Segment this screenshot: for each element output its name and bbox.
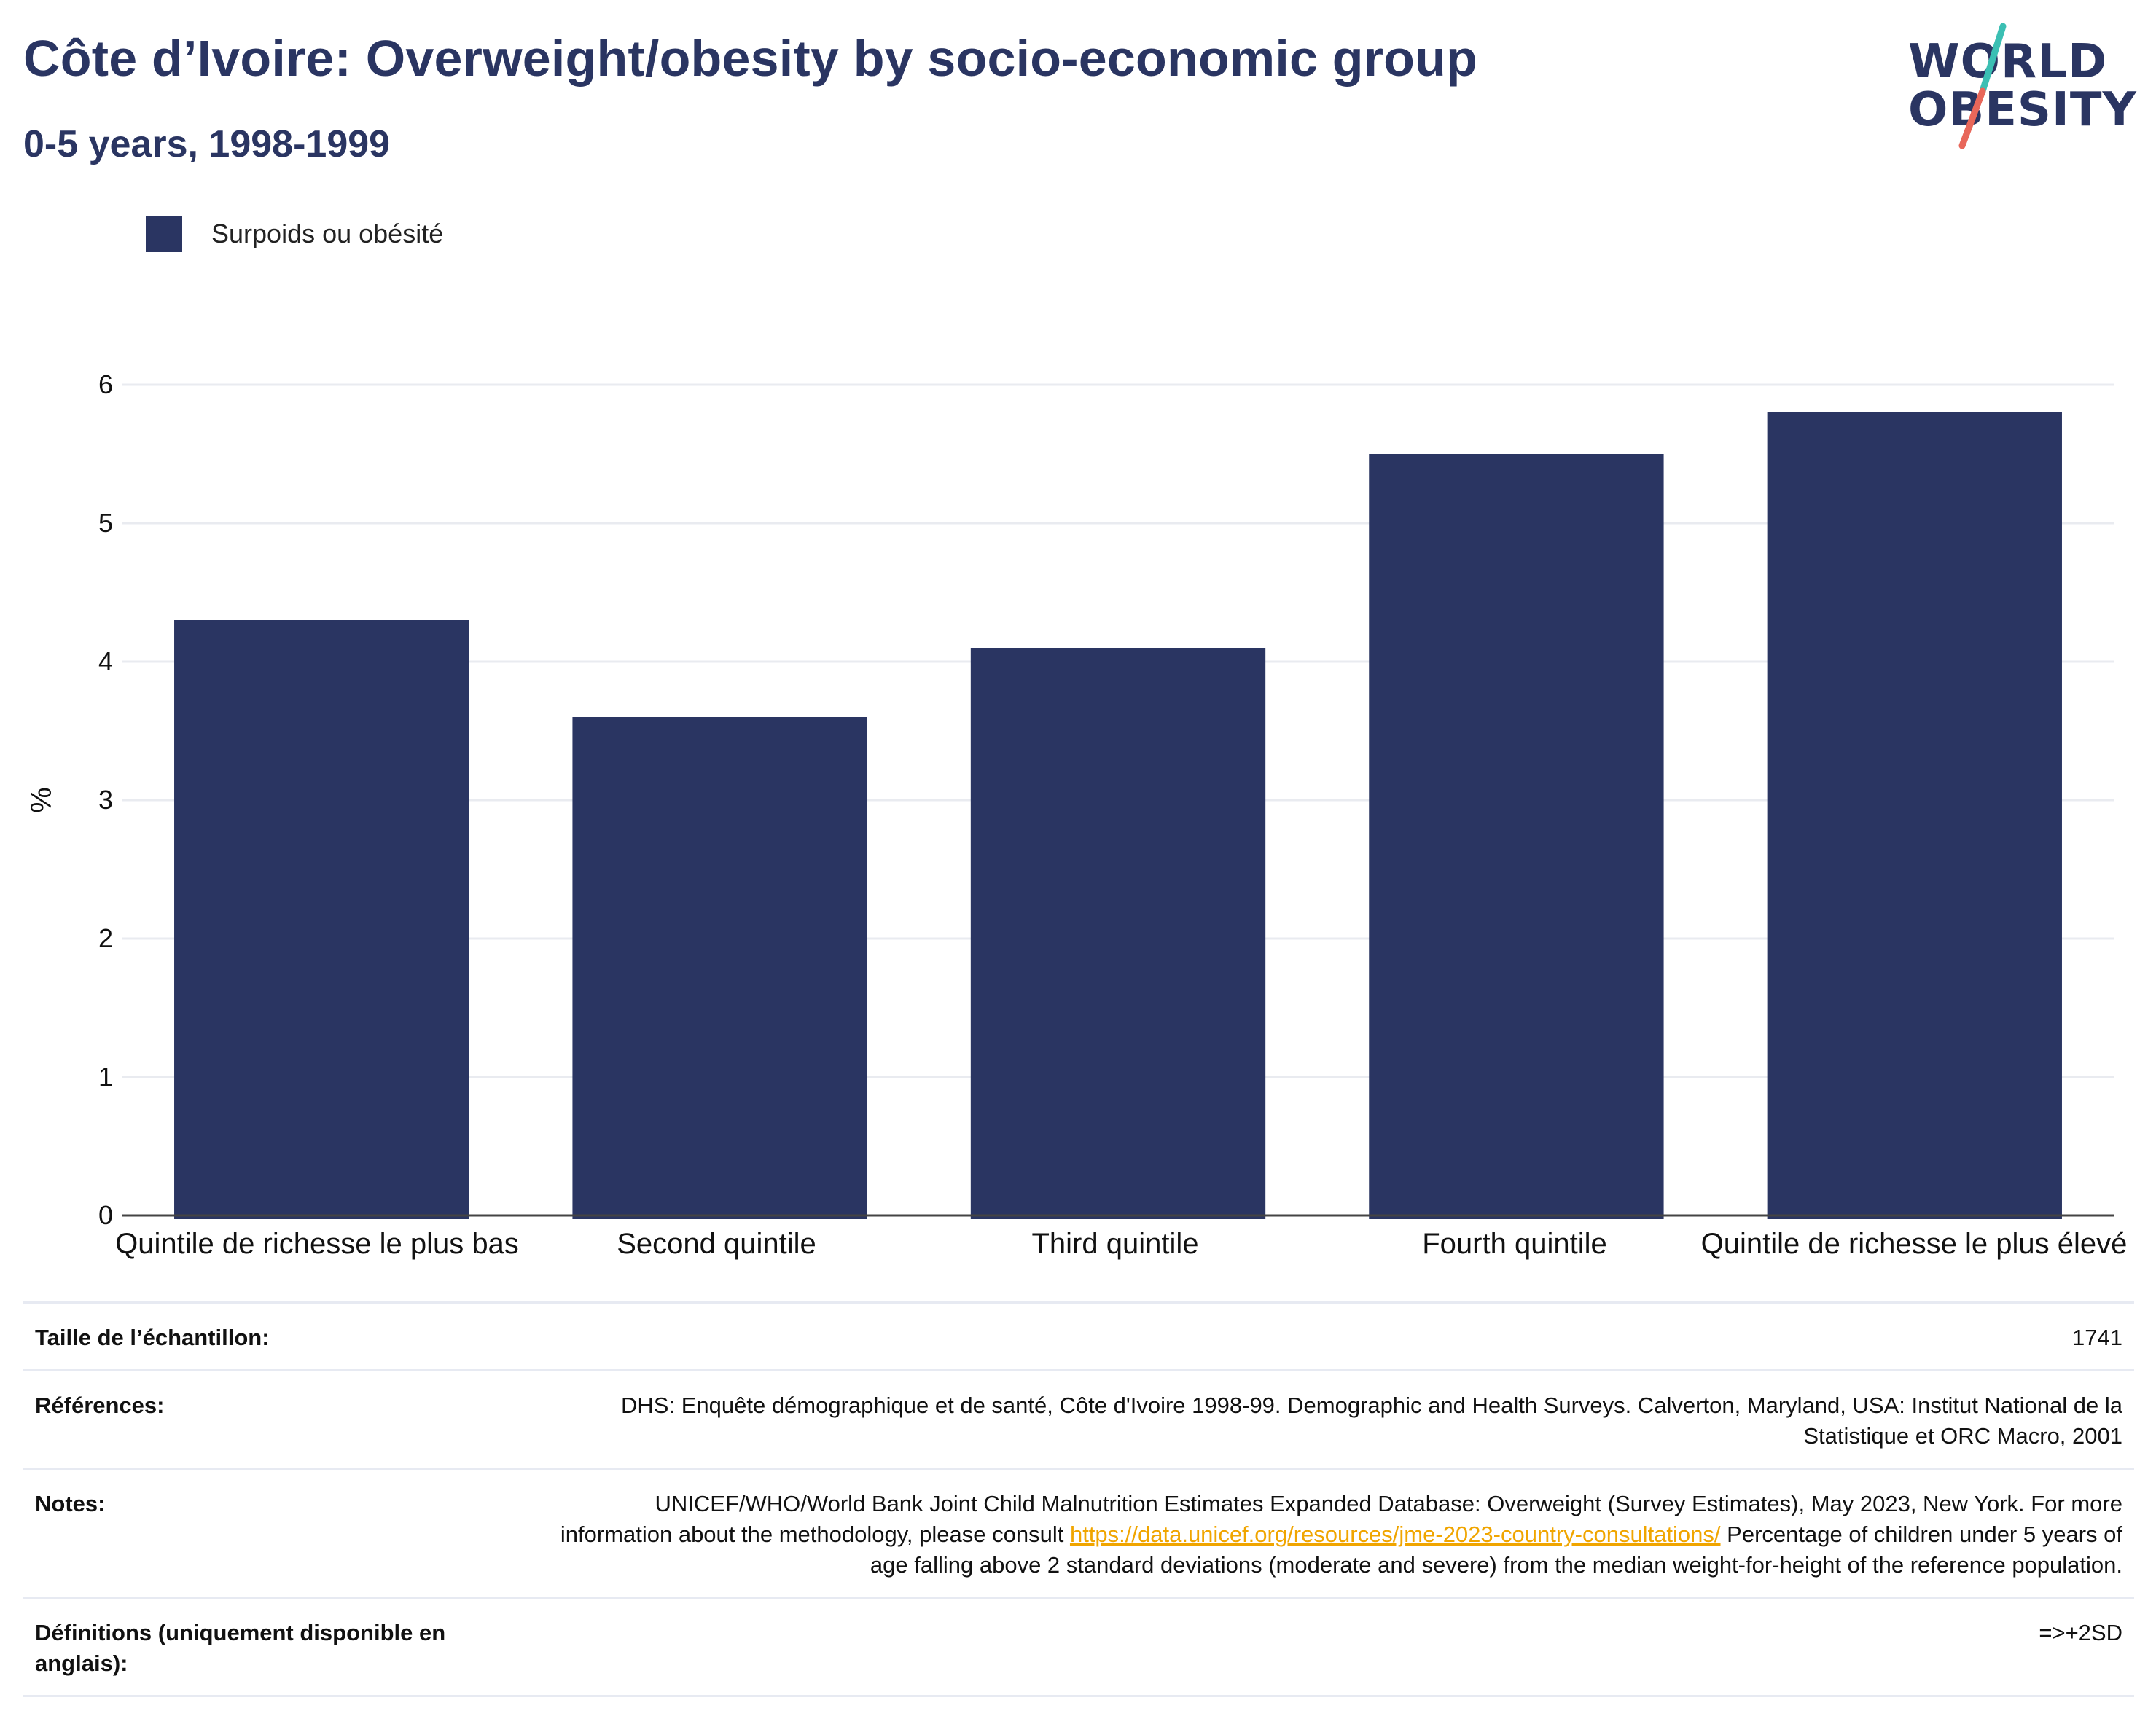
bar (174, 620, 469, 1219)
bar (970, 648, 1266, 1219)
logo-line-2: OBESITY (1908, 83, 2137, 137)
definitions-row: Définitions (uniquement disponible en an… (23, 1597, 2134, 1697)
definitions-value: =>+2SD (2039, 1620, 2122, 1645)
y-tick-label: 4 (98, 646, 113, 676)
bar-chart: 0 1 2 3 4 5 6 Quintile de richesse le plus bas… (26, 369, 2127, 1260)
metadata-table: Taille de l’échantillon: 1741 Références… (23, 1301, 2134, 1697)
x-tick-label: Third quintile (1031, 1228, 1198, 1260)
definitions-label: Définitions (uniquement disponible en an… (35, 1620, 446, 1676)
x-tick-label: Second quintile (617, 1228, 816, 1260)
notes-definition-text: Percentage of children under 5 years of … (870, 1521, 2122, 1578)
x-tick-label: Quintile de richesse le plus bas (115, 1228, 519, 1260)
y-tick-label: 6 (98, 369, 113, 399)
y-axis-label: % (26, 787, 58, 813)
x-tick-label: Quintile de richesse le plus élevé (1701, 1228, 2128, 1260)
legend-label: Surpoids ou obésité (211, 219, 444, 248)
notes-label: Notes: (35, 1491, 106, 1516)
x-tick-label: Fourth quintile (1422, 1228, 1606, 1260)
sample-size-row: Taille de l’échantillon: 1741 (23, 1301, 2134, 1369)
y-tick-label: 1 (98, 1062, 113, 1092)
references-label: Références: (35, 1393, 165, 1418)
logo-line-1: WORLD (1908, 35, 2108, 89)
bar (572, 717, 867, 1219)
chart-legend: Surpoids ou obésité (146, 216, 443, 252)
bar (1767, 412, 2062, 1219)
legend-swatch (146, 216, 182, 252)
sample-size-value: 1741 (2072, 1325, 2122, 1350)
chart-title: Côte d’Ivoire: Overweight/obesity by soc… (23, 30, 1478, 87)
notes-link[interactable]: https://data.unicef.org/resources/jme-20… (1069, 1521, 1721, 1547)
y-tick-label: 2 (98, 923, 113, 953)
chart-subtitle: 0-5 years, 1998-1999 (23, 123, 391, 165)
notes-row: Notes: UNICEF/WHO/World Bank Joint Child… (23, 1468, 2134, 1597)
bars (174, 412, 2062, 1219)
references-value: DHS: Enquête démographique et de santé, … (621, 1393, 2122, 1449)
bar (1369, 454, 1664, 1219)
logo-slash-icon (1958, 23, 2007, 149)
y-tick-label: 3 (98, 785, 113, 815)
world-obesity-logo: WORLD OBESITY (1901, 22, 2141, 153)
y-axis-ticks: 0 1 2 3 4 5 6 (98, 369, 113, 1230)
notes-text: UNICEF/WHO/World Bank Joint Child Malnut… (560, 1491, 2122, 1547)
sample-size-label: Taille de l’échantillon: (35, 1325, 270, 1350)
y-tick-label: 5 (98, 508, 113, 538)
y-tick-label: 0 (98, 1200, 113, 1230)
references-row: Références: DHS: Enquête démographique e… (23, 1369, 2134, 1468)
x-axis-ticks: Quintile de richesse le plus bas Second q… (115, 1228, 2127, 1260)
notes-value: UNICEF/WHO/World Bank Joint Child Malnut… (545, 1489, 2122, 1581)
